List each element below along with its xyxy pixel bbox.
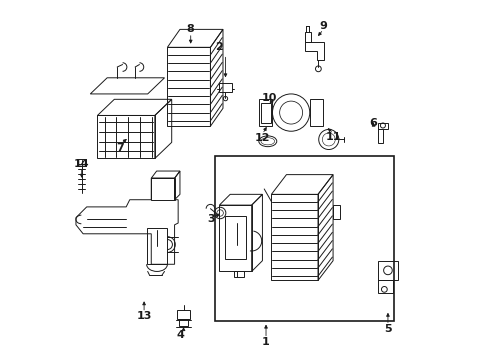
- Text: 5: 5: [384, 324, 391, 334]
- Text: 1: 1: [262, 337, 269, 347]
- Text: 6: 6: [369, 118, 377, 128]
- Text: 11: 11: [325, 132, 341, 142]
- Text: 14: 14: [73, 159, 89, 169]
- Text: 7: 7: [116, 143, 123, 153]
- Text: 3: 3: [207, 215, 215, 224]
- Bar: [215, 156, 394, 320]
- Text: 12: 12: [254, 133, 270, 143]
- Text: 4: 4: [176, 330, 183, 340]
- Text: 2: 2: [215, 42, 223, 52]
- Text: 10: 10: [261, 93, 276, 103]
- Text: 8: 8: [186, 24, 194, 35]
- Text: 13: 13: [136, 311, 151, 321]
- Text: 9: 9: [319, 21, 326, 31]
